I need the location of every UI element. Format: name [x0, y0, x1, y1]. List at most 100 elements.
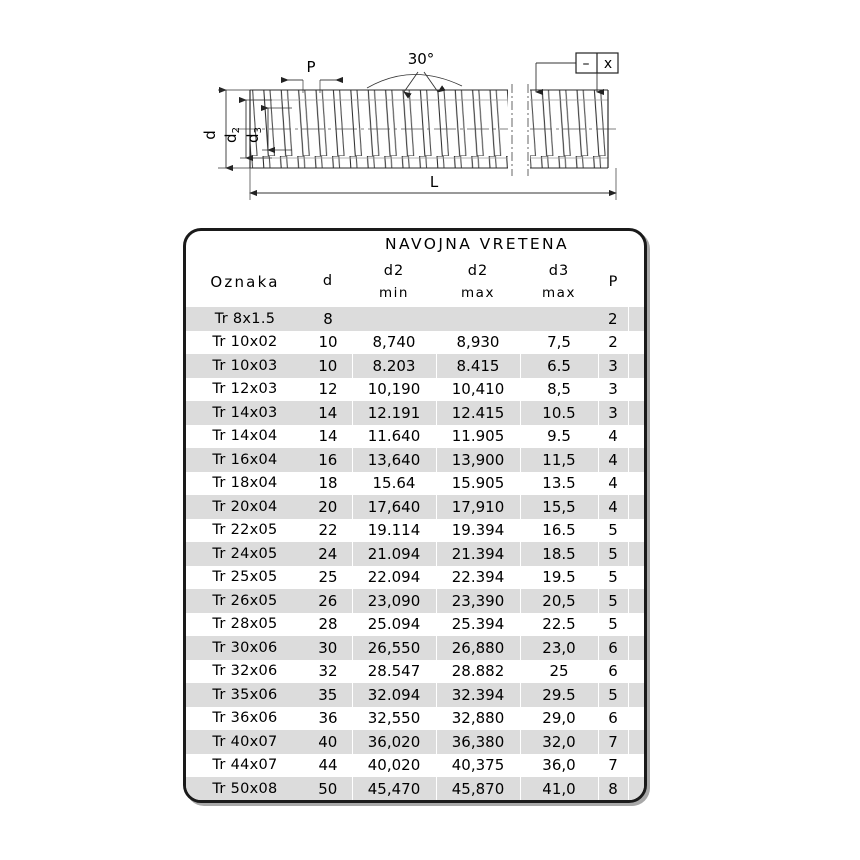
- cell-d2min: 23,090: [352, 589, 437, 613]
- table-row: Tr 10x02 10 8,740 8,930 7,5 2: [186, 330, 644, 354]
- cell-d: 25: [304, 565, 352, 589]
- cell-d: 26: [304, 589, 353, 613]
- cell-d: 12: [304, 377, 352, 401]
- cell-d: 50: [304, 777, 353, 800]
- cell-oznaka: Tr 40x07: [186, 730, 304, 754]
- cell-d3max: 18.5: [520, 542, 599, 566]
- cell-p: 4: [598, 424, 628, 448]
- cell-trailing-spacer: [628, 354, 644, 378]
- cell-d2max: 13,900: [436, 448, 521, 472]
- cell-oznaka: Tr 16x04: [186, 448, 304, 472]
- cell-trailing-spacer: [628, 683, 644, 707]
- cell-d3max: 19.5: [520, 565, 598, 589]
- table-row: Tr 40x07 40 36,020 36,380 32,0 7: [186, 730, 644, 754]
- cell-trailing-spacer: [628, 495, 644, 519]
- cell-d3max: 22.5: [520, 612, 598, 636]
- dimension-d: d: [201, 86, 252, 172]
- cell-d2min: 8,740: [352, 330, 436, 354]
- cell-d: 36: [304, 706, 352, 730]
- cell-d2max: 23,390: [436, 589, 521, 613]
- table-row: Tr 25x05 25 22.094 22.394 19.5 5: [186, 565, 644, 589]
- table-row: Tr 22x05 22 19.114 19.394 16.5 5: [186, 518, 644, 542]
- cell-d3max: 20,5: [520, 589, 599, 613]
- cell-d2max: 28.882: [436, 659, 520, 683]
- cell-d3max: 32,0: [520, 730, 599, 754]
- cell-d3max: 13.5: [520, 471, 598, 495]
- cell-d2min: 32.094: [352, 683, 437, 707]
- cell-d: 40: [304, 730, 353, 754]
- table-header: NAVOJNA VRETENA Oznaka d d2 min d2 max: [186, 231, 644, 307]
- column-header-trailing-spacer: [628, 257, 644, 307]
- dimension-label-d3: d3: [244, 127, 264, 143]
- cell-trailing-spacer: [628, 777, 644, 800]
- cell-d2max: 19.394: [436, 518, 520, 542]
- cell-d2max: 32,880: [436, 706, 520, 730]
- dimension-label-d: d: [201, 130, 219, 140]
- table-row: Tr 10x03 10 8.203 8.415 6.5 3: [186, 354, 644, 378]
- cell-d: 32: [304, 659, 352, 683]
- cell-d2max: 32.394: [436, 683, 521, 707]
- cell-oznaka: Tr 36x06: [186, 706, 304, 730]
- cell-trailing-spacer: [628, 636, 644, 660]
- cell-d2min: 32,550: [352, 706, 436, 730]
- cell-p: 6: [598, 636, 629, 660]
- cell-d2min: 36,020: [352, 730, 437, 754]
- table-row: Tr 14x04 14 11.640 11.905 9.5 4: [186, 424, 644, 448]
- cell-oznaka: Tr 22x05: [186, 518, 304, 542]
- cell-d2max: 45,870: [436, 777, 521, 800]
- table-row: Tr 44x07 44 40,020 40,375 36,0 7: [186, 753, 644, 777]
- cell-d: 20: [304, 495, 353, 519]
- cell-p: 5: [598, 542, 629, 566]
- table-row: Tr 16x04 16 13,640 13,900 11,5 4: [186, 448, 644, 472]
- cell-d2max: 8.415: [436, 354, 521, 378]
- cell-p: 6: [598, 706, 628, 730]
- cell-d3max: 41,0: [520, 777, 599, 800]
- cell-d3max: 29.5: [520, 683, 599, 707]
- cell-p: 4: [598, 448, 629, 472]
- cell-d: 22: [304, 518, 352, 542]
- cell-d3max: 15,5: [520, 495, 599, 519]
- cell-d: 44: [304, 753, 352, 777]
- dimension-label-d2: d2: [222, 127, 242, 143]
- cell-oznaka: Tr 24x05: [186, 542, 304, 566]
- column-header-p: P: [598, 257, 628, 307]
- cell-d3max: 29,0: [520, 706, 598, 730]
- cell-d3max: 6.5: [520, 354, 599, 378]
- cell-d: 14: [304, 401, 353, 425]
- table-row: Tr 30x06 30 26,550 26,880 23,0 6: [186, 636, 644, 660]
- cell-d3max: 8,5: [520, 377, 598, 401]
- column-header-d2-min: d2 min: [352, 257, 436, 307]
- cell-oznaka: Tr 14x04: [186, 424, 304, 448]
- detail-callout: – x: [535, 52, 619, 96]
- cell-p: 7: [598, 730, 629, 754]
- cell-d2max: 12.415: [436, 401, 521, 425]
- cell-d: 14: [304, 424, 352, 448]
- cell-d3max: 25: [520, 659, 598, 683]
- cell-trailing-spacer: [628, 612, 644, 636]
- table-row: Tr 28x05 28 25.094 25.394 22.5 5: [186, 612, 644, 636]
- column-header-oznaka: Oznaka: [210, 273, 280, 291]
- table-row: Tr 8x1.5 8 2: [186, 307, 644, 331]
- cell-d2min: 45,470: [352, 777, 437, 800]
- cell-d2max: 36,380: [436, 730, 521, 754]
- specification-table-frame: NAVOJNA VRETENA Oznaka d d2 min d2 max: [183, 228, 647, 803]
- table-title-row: NAVOJNA VRETENA: [186, 231, 644, 257]
- cell-d3max: 36,0: [520, 753, 598, 777]
- dimension-thread-angle: 30°: [366, 50, 463, 99]
- table-row: Tr 35x06 35 32.094 32.394 29.5 5: [186, 683, 644, 707]
- cell-blank-span: [352, 307, 598, 331]
- cell-d2max: 21.394: [436, 542, 521, 566]
- column-header-d3max-lower: max: [542, 284, 576, 301]
- cell-trailing-spacer: [628, 471, 644, 495]
- column-header-d2min-upper: d2: [383, 263, 405, 279]
- table-row: Tr 50x08 50 45,470 45,870 41,0 8: [186, 777, 644, 800]
- cell-trailing-spacer: [628, 542, 644, 566]
- cell-d2min: 15.64: [352, 471, 436, 495]
- cell-d2max: 22.394: [436, 565, 520, 589]
- table-row: Tr 32x06 32 28.547 28.882 25 6: [186, 659, 644, 683]
- cell-d2min: 21.094: [352, 542, 437, 566]
- cell-d2max: 15.905: [436, 471, 520, 495]
- break-lines: [511, 84, 529, 176]
- cell-oznaka: Tr 30x06: [186, 636, 304, 660]
- table-row: Tr 24x05 24 21.094 21.394 18.5 5: [186, 542, 644, 566]
